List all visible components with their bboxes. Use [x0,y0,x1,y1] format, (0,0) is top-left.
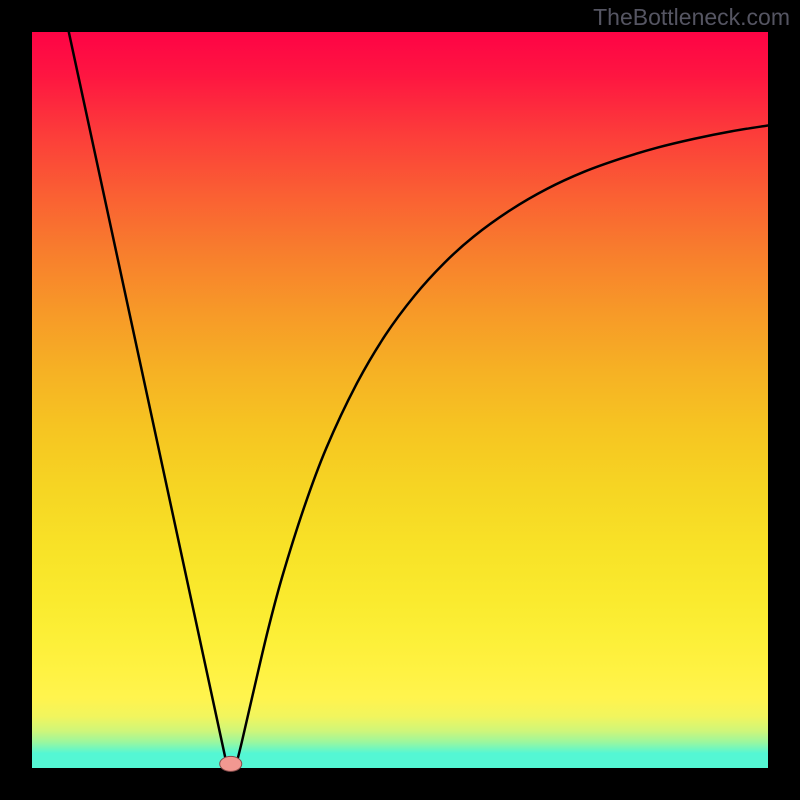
plot-area [32,32,768,768]
watermark-text: TheBottleneck.com [593,4,790,31]
curve-svg [32,32,768,768]
gradient-background [32,32,768,768]
chart-frame: TheBottleneck.com [0,0,800,800]
minimum-marker [219,755,243,771]
